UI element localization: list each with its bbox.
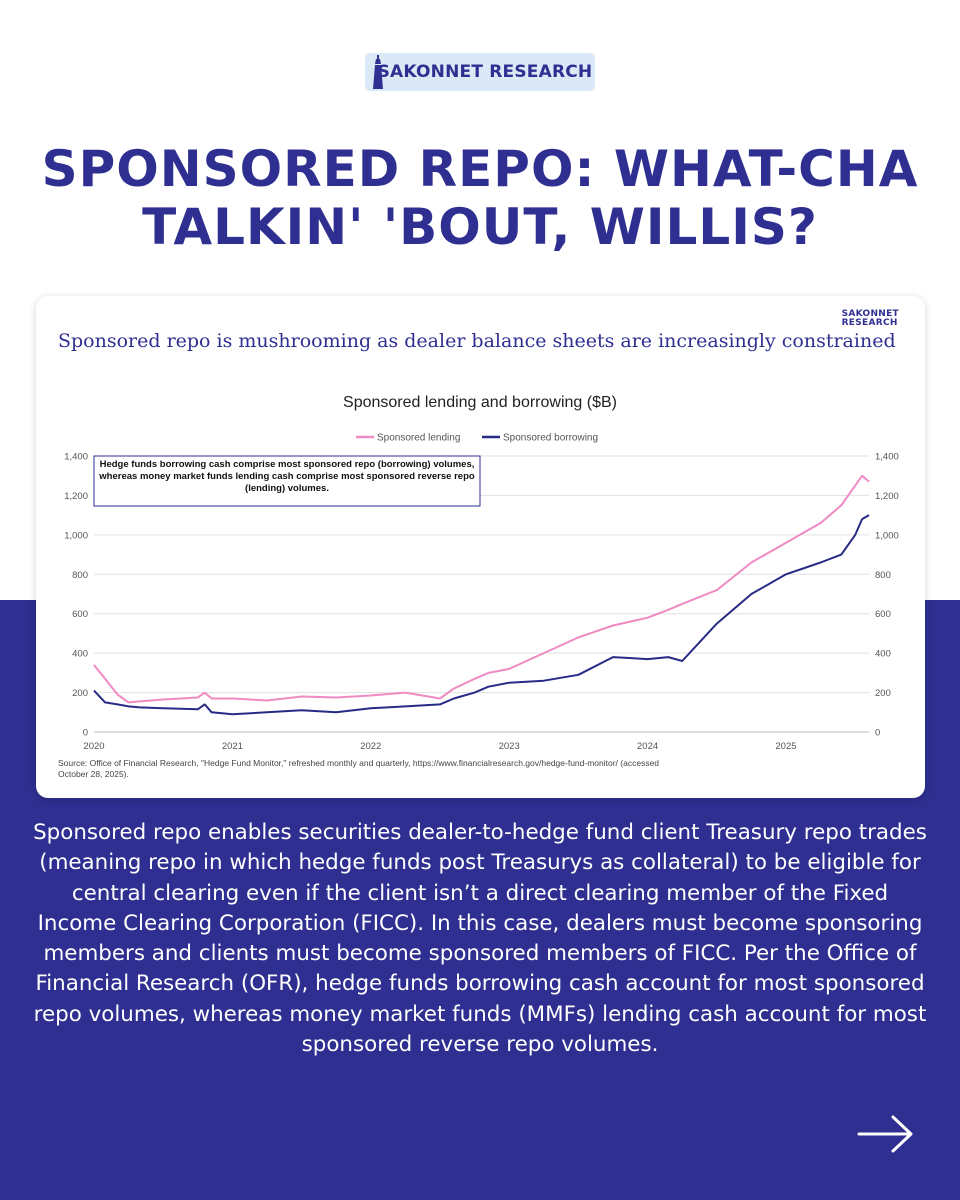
annotation: Hedge funds borrowing cash comprise most… <box>93 455 481 507</box>
y-tick-label: 1,000 <box>64 530 88 541</box>
x-tick-label: 2024 <box>637 741 658 752</box>
card-logo: SAKONNET RESEARCH <box>842 310 899 328</box>
x-tick-label: 2022 <box>360 741 381 752</box>
y-tick-label-right: 1,200 <box>875 491 899 502</box>
y-tick-label-right: 0 <box>875 728 880 739</box>
y-tick-label: 1,200 <box>64 491 88 502</box>
y-axis-right: 0 200 400 600 800 1,000 1,200 1,400 <box>875 452 899 739</box>
card-logo-line2: RESEARCH <box>841 318 898 328</box>
series-line-sponsored-lending <box>93 474 870 704</box>
y-tick-label-right: 200 <box>875 688 891 699</box>
y-tick-label-right: 400 <box>875 649 891 660</box>
chart-legend: Sponsored lending Sponsored borrowing <box>356 433 598 444</box>
x-tick-label: 2021 <box>222 741 243 752</box>
y-tick-label: 600 <box>72 609 88 620</box>
y-tick-label: 0 <box>83 728 88 739</box>
series-lines <box>93 474 870 716</box>
chart-title: Sponsored lending and borrowing ($B) <box>343 394 617 411</box>
y-tick-label: 400 <box>72 649 88 660</box>
series-line-sponsored-borrowing <box>93 514 870 716</box>
y-tick-label-right: 1,400 <box>875 452 899 463</box>
brand-name: SAKONNET RESEARCH <box>377 62 593 82</box>
legend-label-borrowing: Sponsored borrowing <box>503 433 598 444</box>
line-chart: Sponsored lending and borrowing ($B) Spo… <box>64 394 899 752</box>
lighthouse-icon <box>373 55 383 89</box>
annotation-box <box>93 455 481 507</box>
annotation-text: Hedge funds borrowing cash comprise most… <box>99 459 475 494</box>
y-tick-label: 800 <box>72 570 88 581</box>
page-title: SPONSORED REPO: WHAT-CHA TALKIN' 'BOUT, … <box>41 140 919 256</box>
arrow-right-icon[interactable] <box>856 1112 916 1156</box>
source-note: Source: Office of Financial Research, "H… <box>58 758 660 779</box>
card-logo-line1: SAKONNET <box>841 309 899 319</box>
chart-subtitle: Sponsored repo is mushrooming as dealer … <box>58 330 896 352</box>
body-paragraph: Sponsored repo enables securities dealer… <box>33 820 927 1058</box>
x-tick-label: 2020 <box>83 741 104 752</box>
x-axis: 2020 2021 2022 2023 2024 2025 <box>83 741 796 752</box>
y-tick-label-right: 1,000 <box>875 530 899 541</box>
y-tick-label: 1,400 <box>64 452 88 463</box>
y-axis-left: 0 200 400 600 800 1,000 1,200 1,400 <box>64 452 88 739</box>
legend-label-lending: Sponsored lending <box>377 433 460 444</box>
x-tick-label: 2025 <box>775 741 796 752</box>
x-tick-label: 2023 <box>499 741 520 752</box>
y-tick-label: 200 <box>72 688 88 699</box>
y-tick-label-right: 600 <box>875 609 891 620</box>
brand-badge: SAKONNET RESEARCH <box>365 53 595 91</box>
grid <box>94 455 869 733</box>
y-tick-label-right: 800 <box>875 570 891 581</box>
chart-card: SAKONNET RESEARCH Sponsored repo is mush… <box>36 296 925 798</box>
